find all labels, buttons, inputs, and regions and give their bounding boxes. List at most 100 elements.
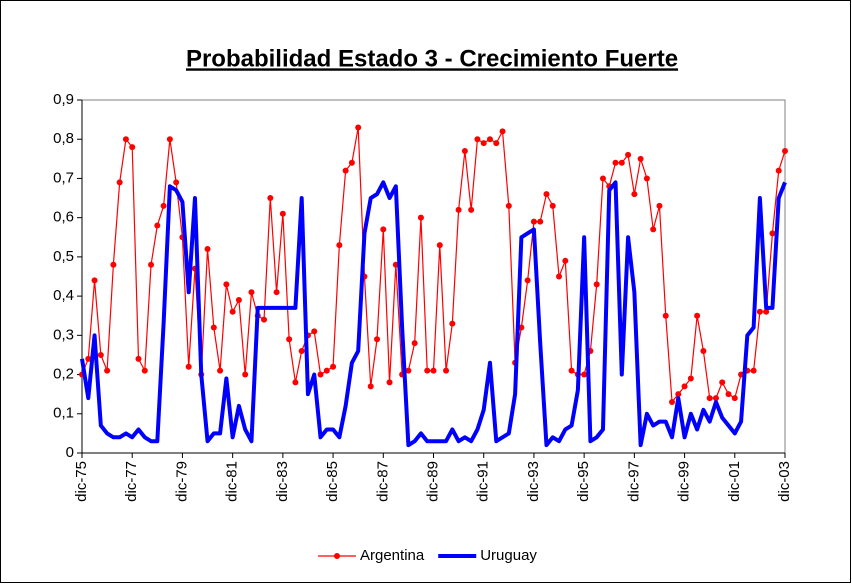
marker (317, 371, 324, 378)
marker (499, 128, 506, 135)
marker (336, 242, 343, 249)
marker (248, 289, 255, 296)
marker (330, 363, 337, 370)
marker (650, 226, 657, 233)
y-tick-label: 0,1 (53, 405, 74, 422)
x-tick-label: dic-87 (374, 461, 391, 502)
marker (486, 136, 493, 143)
marker (474, 136, 481, 143)
x-tick-label: dic-77 (123, 461, 140, 502)
marker (468, 206, 475, 213)
marker (348, 159, 355, 166)
marker (154, 222, 161, 229)
x-tick-label: dic-01 (726, 461, 743, 502)
marker (430, 367, 437, 374)
marker (160, 202, 167, 209)
marker (323, 367, 330, 374)
marker (581, 371, 588, 378)
marker (631, 191, 638, 198)
marker (625, 151, 632, 158)
marker (549, 202, 556, 209)
marker (148, 261, 155, 268)
marker (719, 379, 726, 386)
marker (424, 367, 431, 374)
marker (562, 257, 569, 264)
marker (518, 324, 525, 331)
marker (116, 179, 123, 186)
x-tick-label: dic-03 (776, 461, 793, 502)
y-tick-label: 0,5 (53, 248, 74, 265)
marker (374, 336, 381, 343)
marker (235, 297, 242, 304)
marker (725, 391, 732, 398)
y-tick-label: 0,8 (53, 130, 74, 147)
y-tick-label: 0,2 (53, 366, 74, 383)
x-tick-label: dic-83 (274, 461, 291, 502)
marker (687, 375, 694, 382)
legend-label: Argentina (360, 547, 425, 564)
marker (261, 316, 268, 323)
marker (530, 218, 537, 225)
x-tick-label: dic-75 (73, 461, 90, 502)
marker (417, 214, 424, 221)
y-tick-label: 0,7 (53, 169, 74, 186)
marker (342, 167, 349, 174)
marker (763, 308, 770, 315)
marker (298, 348, 305, 355)
marker (185, 363, 192, 370)
marker (769, 230, 776, 237)
marker (643, 175, 650, 182)
marker (637, 155, 644, 162)
marker (405, 367, 412, 374)
y-tick-label: 0 (66, 444, 74, 461)
x-tick-label: dic-89 (424, 461, 441, 502)
x-tick-label: dic-97 (625, 461, 642, 502)
marker (242, 371, 249, 378)
marker (700, 348, 707, 355)
marker (166, 136, 173, 143)
marker (229, 308, 236, 315)
marker (593, 281, 600, 288)
marker (355, 124, 362, 131)
marker (782, 147, 788, 154)
legend-marker (334, 553, 340, 559)
marker (599, 175, 606, 182)
marker (292, 379, 299, 386)
x-tick-label: dic-91 (475, 461, 492, 502)
x-tick-label: dic-79 (173, 461, 190, 502)
marker (612, 159, 619, 166)
marker (618, 159, 625, 166)
marker (279, 210, 286, 217)
marker (311, 328, 318, 335)
marker (750, 367, 757, 374)
marker (449, 320, 456, 327)
marker (706, 395, 713, 402)
x-tick-label: dic-81 (224, 461, 241, 502)
marker (493, 140, 500, 147)
marker (204, 246, 211, 253)
y-tick-label: 0,9 (53, 91, 74, 108)
marker (537, 218, 544, 225)
marker (367, 383, 374, 390)
x-tick-label: dic-99 (676, 461, 693, 502)
marker (110, 261, 117, 268)
marker (386, 379, 393, 386)
marker (411, 340, 418, 347)
marker (524, 277, 531, 284)
y-tick-label: 0,4 (53, 287, 74, 304)
marker (662, 312, 669, 319)
marker (104, 367, 111, 374)
marker (681, 383, 688, 390)
x-tick-label: dic-95 (575, 461, 592, 502)
marker (775, 167, 782, 174)
marker (436, 242, 443, 249)
marker (505, 202, 512, 209)
marker (97, 351, 104, 358)
marker (135, 355, 142, 362)
marker (380, 226, 387, 233)
marker (91, 277, 98, 284)
marker (122, 136, 129, 143)
legend-label: Uruguay (480, 547, 537, 564)
series-line (80, 180, 787, 448)
